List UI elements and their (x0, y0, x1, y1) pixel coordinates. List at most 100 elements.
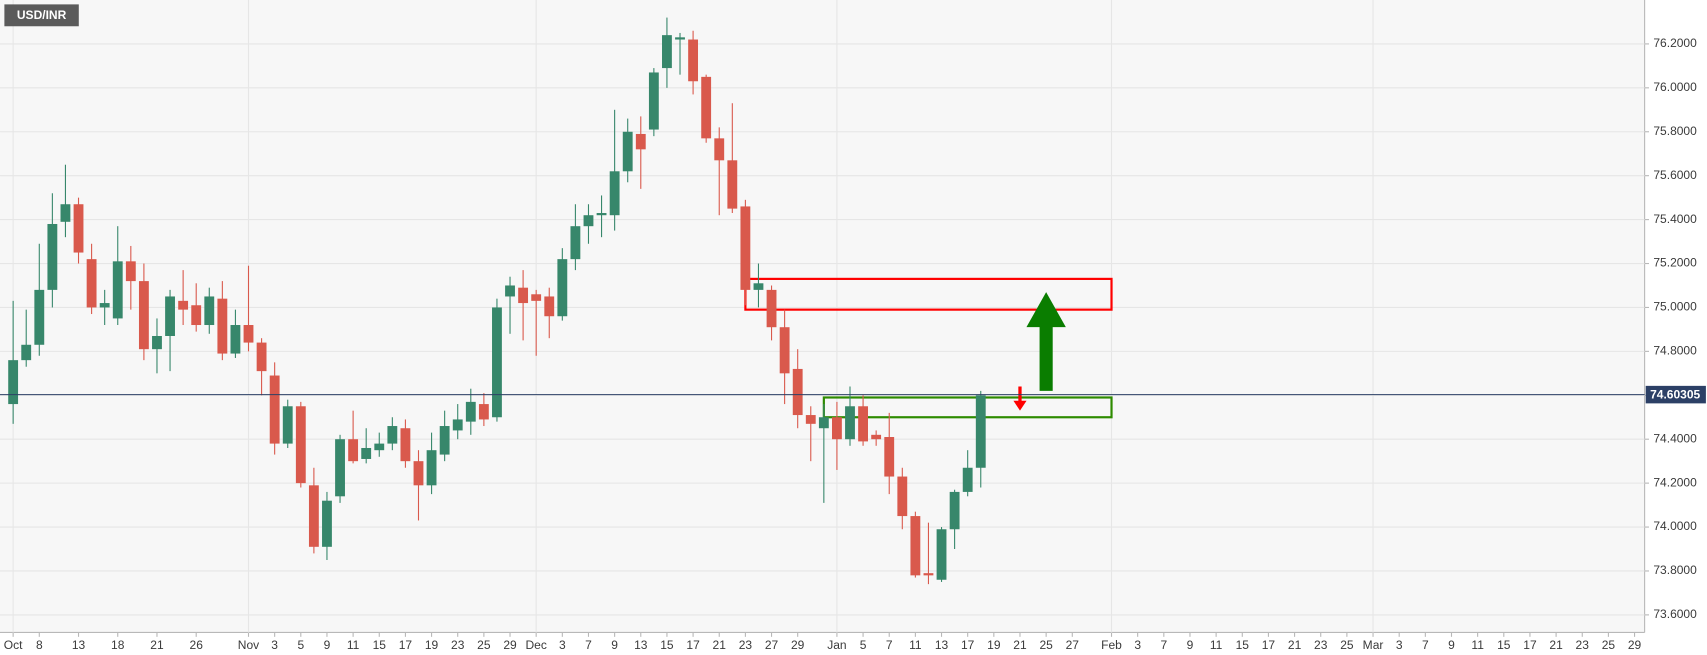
candle-body (544, 296, 555, 317)
candle-body (518, 287, 529, 304)
x-tick-label: 5 (297, 638, 304, 652)
candle-body (178, 300, 189, 310)
candle-body (557, 259, 568, 317)
x-tick-label: 8 (36, 638, 43, 652)
x-tick-label: Nov (238, 638, 259, 652)
x-tick-label: 13 (935, 638, 949, 652)
candle-body (73, 204, 84, 253)
candle-body (478, 404, 489, 420)
candle-body (531, 294, 542, 301)
x-tick-label: 27 (1066, 638, 1080, 652)
x-tick-label: 7 (585, 638, 592, 652)
arrow (1013, 386, 1027, 411)
x-tick-label: 9 (1448, 638, 1455, 652)
candle-body (831, 417, 842, 440)
x-tick-label: 25 (477, 638, 491, 652)
candle-body (47, 223, 58, 290)
x-tick-label: Dec (525, 638, 546, 652)
candle-body (949, 491, 960, 530)
x-tick-label: 21 (1288, 638, 1302, 652)
candle-body (662, 35, 672, 69)
arrow (1026, 292, 1066, 391)
x-tick-label: 19 (425, 638, 439, 652)
candle-body (400, 428, 411, 462)
candle-body (322, 500, 332, 547)
candle-body (753, 283, 764, 290)
x-tick-label: 15 (1497, 638, 1511, 652)
x-tick-label: 25 (1039, 638, 1053, 652)
candle-body (714, 138, 725, 161)
candle-body (962, 467, 973, 492)
candle-body (86, 259, 97, 308)
x-tick-label: 11 (1210, 638, 1223, 652)
x-tick-label: 21 (713, 638, 727, 652)
y-tick-label: 75.6000 (1653, 168, 1697, 182)
candle-body (413, 461, 424, 486)
candle-body (256, 342, 267, 372)
candle-body (675, 37, 685, 40)
x-tick-label: 21 (1549, 638, 1563, 652)
candle-body (191, 305, 202, 326)
x-tick-label: 15 (373, 638, 387, 652)
x-tick-label: 7 (1422, 638, 1429, 652)
candle-body (622, 131, 633, 172)
x-tick-label: 21 (150, 638, 164, 652)
candle-body (688, 39, 699, 82)
candle-body (152, 335, 162, 350)
candle-body (897, 476, 908, 517)
candle-body (936, 529, 947, 580)
candle-body (910, 516, 921, 576)
x-tick-label: 29 (503, 638, 517, 652)
candle-body (138, 281, 149, 350)
candle-body (465, 401, 476, 422)
candle-body (648, 72, 659, 130)
x-tick-label: 21 (1013, 638, 1027, 652)
y-tick-label: 73.6000 (1653, 607, 1697, 621)
y-tick-label: 75.4000 (1653, 212, 1697, 226)
candle-body (165, 296, 175, 336)
candle-body (439, 426, 450, 455)
candle-body (34, 289, 45, 345)
candle-body (99, 303, 110, 308)
x-tick-label: 18 (111, 638, 125, 652)
last-price-badge (1645, 385, 1706, 404)
candle-body (596, 213, 607, 216)
candle-body (818, 417, 829, 429)
candle-body (269, 375, 280, 444)
candle-body (361, 447, 372, 459)
x-tick-label: 11 (1471, 638, 1484, 652)
last-price-label: 74.60305 (1650, 387, 1700, 401)
candle-body (8, 360, 19, 405)
x-tick-label: 26 (190, 638, 204, 652)
candles (8, 17, 986, 585)
candle-body (609, 171, 620, 216)
x-tick-label: 9 (611, 638, 618, 652)
y-tick-label: 75.0000 (1653, 300, 1697, 314)
x-tick-label: 3 (271, 638, 278, 652)
y-tick-label: 74.4000 (1653, 431, 1697, 445)
candle-body (348, 439, 359, 462)
x-tick-label: 13 (72, 638, 86, 652)
x-tick-label: 15 (1236, 638, 1250, 652)
candle-body (125, 261, 136, 282)
y-tick-label: 75.8000 (1653, 124, 1697, 138)
candle-body (374, 443, 385, 451)
candle-body (204, 296, 215, 326)
candle-body (805, 415, 816, 424)
candle-body (740, 206, 751, 290)
candle-body (492, 307, 502, 418)
candle-body (21, 344, 32, 361)
y-tick-label: 76.0000 (1653, 80, 1697, 94)
candle-body (727, 160, 738, 209)
x-tick-label: 9 (1187, 638, 1194, 652)
x-tick-label: 11 (909, 638, 922, 652)
candle-body (112, 261, 123, 319)
candle-body (426, 450, 437, 486)
candle-body (779, 327, 790, 374)
y-tick-label: 74.2000 (1653, 475, 1697, 489)
x-tick-label: 17 (961, 638, 975, 652)
x-tick-label: 7 (1160, 638, 1167, 652)
x-tick-label: 11 (347, 638, 360, 652)
x-tick-label: 17 (399, 638, 413, 652)
